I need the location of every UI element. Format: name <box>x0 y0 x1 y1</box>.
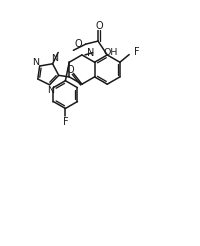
Text: N: N <box>32 58 39 67</box>
Text: F: F <box>133 47 139 57</box>
Text: OH: OH <box>103 48 117 57</box>
Text: O: O <box>75 39 82 49</box>
Text: N: N <box>51 54 58 63</box>
Text: O: O <box>95 21 103 31</box>
Text: N: N <box>86 48 93 58</box>
Text: F: F <box>62 117 68 127</box>
Text: N: N <box>47 86 54 95</box>
Text: O: O <box>66 64 74 75</box>
